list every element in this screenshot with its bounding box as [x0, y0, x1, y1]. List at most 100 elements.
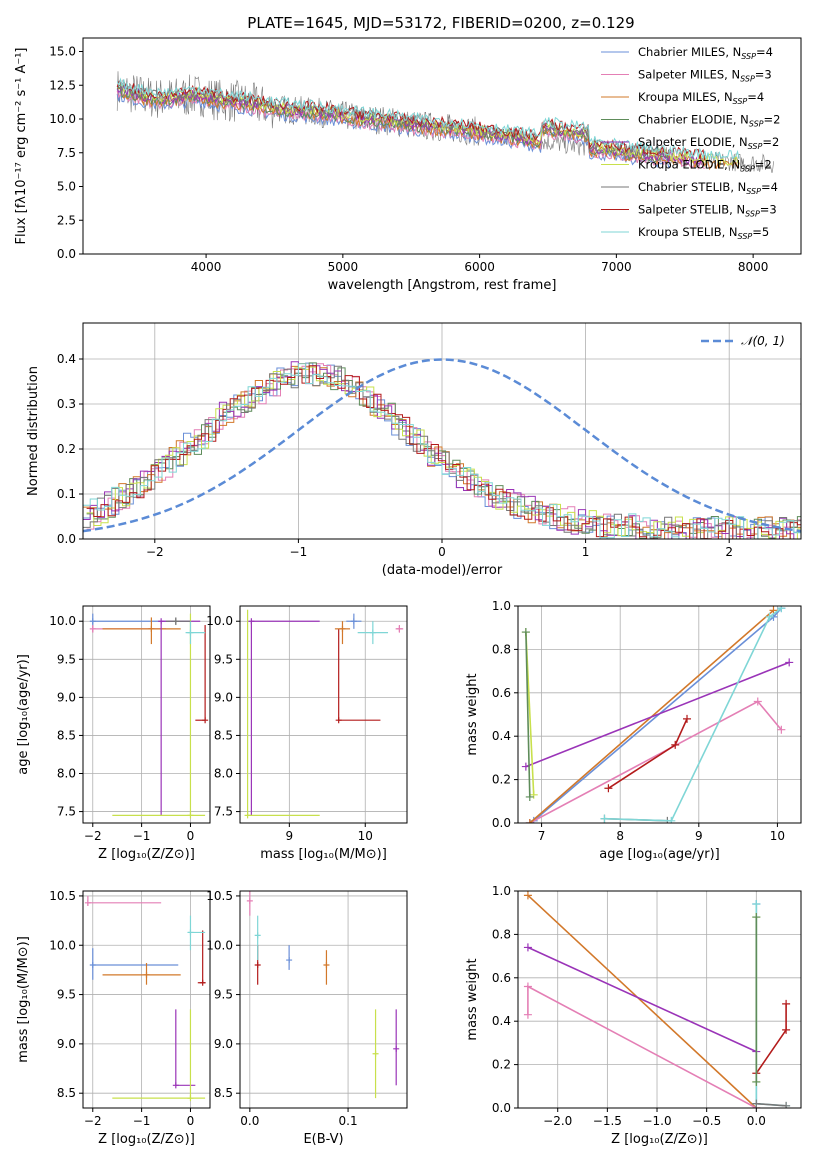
series-marker-chabrier_stelib: [782, 1101, 791, 1108]
x-tick-label: 1: [582, 545, 590, 559]
y-tick-label: 2.5: [57, 213, 76, 227]
x-tick-label: 0: [438, 545, 446, 559]
point-marker-chabrier_miles: [89, 618, 96, 625]
model-line-chabrier_stelib: [116, 84, 671, 161]
massweight_vs_Z-plot-area: [523, 891, 791, 1108]
x-axis-label: age [log₁₀(age/yr)]: [599, 847, 720, 862]
panels: 4000 5000 6000 7000 80000.02.55.07.510.012.5…: [14, 37, 802, 1147]
point-marker-kroupa_miles: [143, 971, 150, 978]
y-tick-label: 0.3: [57, 397, 76, 411]
series-marker-salpeter_miles: [523, 1010, 532, 1019]
legend-label-kroupa_miles: Kroupa MILES, NSSP=4: [638, 90, 764, 106]
y-tick-label: 0.8: [492, 642, 511, 656]
point-marker-kroupa_stelib: [369, 629, 376, 636]
series-marker-salpeter_miles: [753, 697, 762, 706]
y-tick-label: 0.4: [492, 1014, 511, 1028]
x-tick-label: 5000: [328, 260, 359, 274]
x-axis-label: mass [log₁₀(M/M⊙)]: [260, 847, 387, 862]
x-tick-label: 0: [187, 1114, 195, 1128]
x-tick-label: 8: [616, 829, 624, 843]
point-marker-salpeter_stelib: [202, 717, 209, 724]
y-tick-label: 9.0: [57, 690, 76, 704]
y-tick-label: 5.0: [57, 180, 76, 194]
y-tick-label: 9.5: [57, 988, 76, 1002]
x-tick-label: 10: [358, 829, 373, 843]
y-axis-label: mass [log₁₀(M/M⊙)]: [16, 936, 31, 1063]
massweight_vs_Z-frame: [517, 890, 802, 1109]
x-tick-label: −0.5: [692, 1114, 721, 1128]
series-line-kroupa_miles: [527, 894, 757, 1108]
massweight_vs_age-plot-area: [521, 606, 794, 823]
legend-label-chabrier_miles: Chabrier MILES, NSSP=4: [638, 45, 773, 61]
x-axis-label: Z [log₁₀(Z/Z⊙)]: [98, 1132, 195, 1147]
point-marker-salpeter_miles: [84, 899, 91, 906]
point-marker-salpeter_elodie: [393, 1045, 400, 1052]
point-marker-chabrier_miles: [286, 957, 293, 964]
residual-histogram-kroupa_stelib: [83, 363, 801, 539]
series-marker-kroupa_miles: [523, 891, 532, 900]
x-tick-label: −1.5: [593, 1114, 622, 1128]
age_vs_mass-panel: 9 10 7.5 8.0 8.5 9.0 9.5 10.0 mass [log₁₀(M/M⊙)]: [206, 605, 408, 862]
point-marker-salpeter_elodie: [172, 1082, 179, 1089]
point-marker-kroupa_elodie: [244, 812, 251, 819]
x-tick-label: 0: [187, 829, 195, 843]
y-tick-label: 9.0: [57, 1037, 76, 1051]
series-marker-salpeter_stelib: [782, 999, 791, 1008]
age_vs_Z-plot-area: [89, 613, 209, 819]
x-tick-label: −1.0: [642, 1114, 671, 1128]
x-tick-label: 2: [725, 545, 733, 559]
y-tick-label: 10.0: [206, 614, 233, 628]
x-tick-label: 10: [770, 829, 785, 843]
age_vs_Z-frame: [82, 605, 211, 824]
series-marker-salpeter_elodie: [523, 943, 532, 952]
residual-histogram-chabrier_stelib: [83, 365, 801, 539]
series-marker-salpeter_stelib: [782, 1025, 791, 1034]
x-tick-label: 4000: [191, 260, 222, 274]
y-tick-label: 9.0: [214, 690, 233, 704]
y-tick-label: 0.2: [492, 773, 511, 787]
point-marker-kroupa_stelib: [187, 629, 194, 636]
y-tick-label: 10.0: [206, 938, 233, 952]
series-line-kroupa_stelib: [604, 607, 782, 822]
model-line-kroupa_stelib: [116, 77, 740, 160]
figure-title: PLATE=1645, MJD=53172, FIBERID=0200, z=0…: [247, 14, 634, 32]
x-axis-label: wavelength [Angstrom, rest frame]: [328, 278, 557, 293]
series-marker-salpeter_miles: [523, 982, 532, 991]
y-tick-label: 8.5: [57, 1086, 76, 1100]
point-marker-kroupa_miles: [323, 961, 330, 968]
y-tick-label: 10.0: [49, 938, 76, 952]
point-marker-salpeter_elodie: [248, 618, 255, 625]
y-tick-label: 8.5: [214, 728, 233, 742]
series-marker-salpeter_miles: [777, 725, 786, 734]
mass_vs_Z-frame: [82, 890, 211, 1109]
series-marker-salpeter_elodie: [785, 658, 794, 667]
y-axis-label: Normed distribution: [26, 366, 41, 496]
point-marker-salpeter_miles: [396, 625, 403, 632]
series-line-salpeter_elodie: [525, 661, 790, 768]
x-tick-label: 0.0: [240, 1114, 259, 1128]
y-tick-label: 0.1: [57, 487, 76, 501]
y-tick-label: 0.2: [492, 1058, 511, 1072]
y-axis-label: mass weight: [465, 958, 480, 1040]
y-tick-label: 0.0: [57, 247, 76, 261]
mass_vs_Z-panel: −2 −1 0 8.5 9.0 9.5 10.0 10.5 Z [log₁₀(Z/Z⊙)] mas…: [16, 889, 211, 1147]
y-tick-label: 15.0: [49, 45, 76, 59]
y-axis-label: Flux [fλ10⁻¹⁷ erg cm⁻² s⁻¹ A⁻¹]: [14, 48, 29, 245]
x-tick-label: −2: [84, 1114, 102, 1128]
mass_vs_EBV-plot-area: [246, 891, 400, 1099]
spectrum-plot-area: [116, 71, 774, 173]
point-marker-salpeter_stelib: [254, 961, 261, 968]
x-axis-label: Z [log₁₀(Z/Z⊙)]: [611, 1132, 708, 1147]
y-tick-label: 0.4: [57, 352, 76, 366]
y-tick-label: 0.0: [57, 532, 76, 546]
y-tick-label: 9.5: [214, 652, 233, 666]
x-tick-label: 9: [695, 829, 703, 843]
x-tick-label: 0.0: [747, 1114, 766, 1128]
y-tick-label: 8.0: [214, 767, 233, 781]
y-tick-label: 1.0: [492, 599, 511, 613]
point-marker-kroupa_elodie: [187, 1095, 194, 1102]
point-marker-kroupa_elodie: [187, 812, 194, 819]
legend-label-chabrier_elodie: Chabrier ELODIE, NSSP=2: [638, 113, 780, 129]
series-marker-kroupa_stelib: [600, 814, 609, 823]
y-axis-label: mass weight: [465, 673, 480, 755]
